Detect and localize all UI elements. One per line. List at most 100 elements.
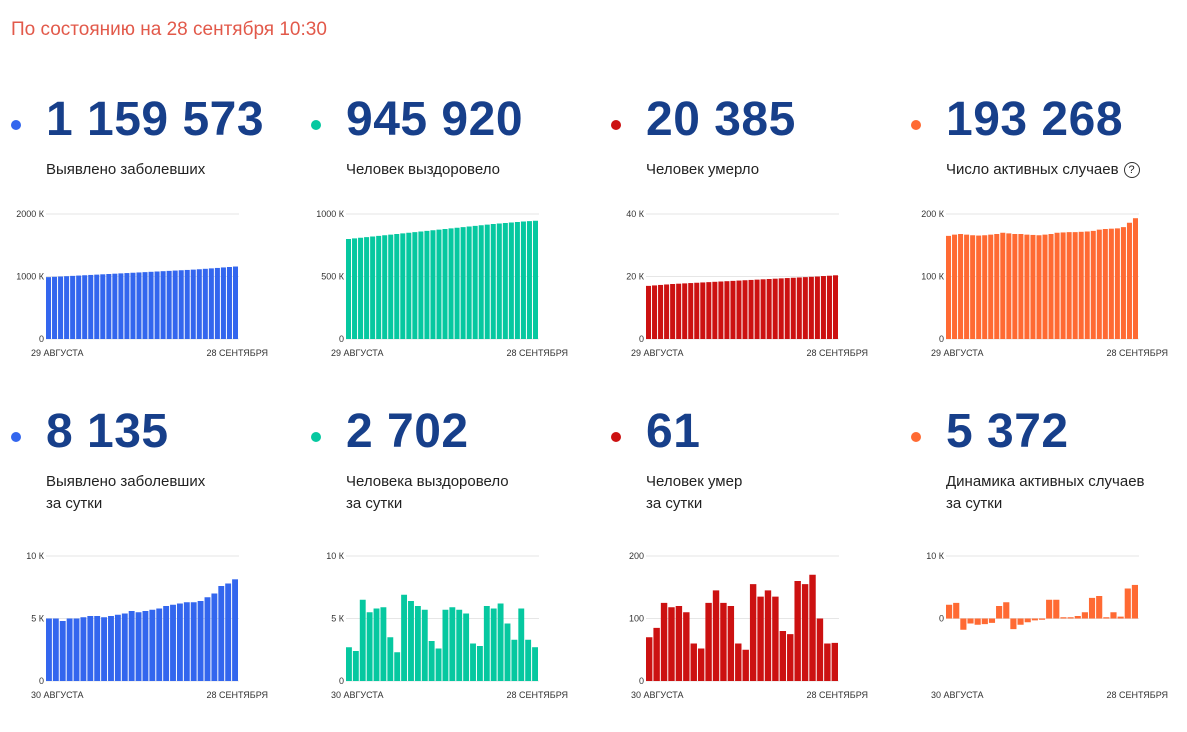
stat-label-line: Выявлено заболевших xyxy=(46,161,206,178)
bar xyxy=(960,618,967,630)
bar xyxy=(87,616,94,681)
bar xyxy=(124,273,130,339)
bar xyxy=(757,596,764,682)
bar xyxy=(831,642,838,682)
chart-deaths-daily: 0 100 200 30 АВГУСТА 28 СЕНТЯБРЯ xyxy=(629,551,868,700)
bar xyxy=(784,278,790,339)
bar xyxy=(476,646,483,681)
y-tick-label: 500 К xyxy=(321,272,345,282)
bar xyxy=(496,223,502,339)
y-tick-label: 200 К xyxy=(921,209,945,219)
x-start-label: 30 АВГУСТА xyxy=(331,690,384,700)
bar xyxy=(70,275,76,340)
legend-dot xyxy=(11,432,21,442)
bar xyxy=(156,608,163,681)
bar xyxy=(46,277,52,340)
stat-label-line: за сутки xyxy=(46,495,103,512)
bar xyxy=(1117,616,1124,619)
bar xyxy=(520,221,526,339)
y-tick-label: 10 К xyxy=(926,551,945,561)
bar xyxy=(154,271,160,339)
bar xyxy=(1103,617,1110,619)
bar xyxy=(197,601,204,681)
bar xyxy=(172,270,178,339)
bar xyxy=(1003,602,1010,619)
bar xyxy=(748,279,754,339)
bar xyxy=(1042,234,1048,340)
y-tick-label: 100 xyxy=(629,614,644,624)
bar xyxy=(652,285,658,339)
bar xyxy=(504,623,511,681)
y-tick-label: 10 К xyxy=(326,551,345,561)
x-start-label: 29 АВГУСТА xyxy=(631,348,684,358)
bar xyxy=(787,634,794,682)
bar xyxy=(472,225,478,340)
bar xyxy=(118,273,124,340)
bar xyxy=(824,643,831,681)
bar xyxy=(148,271,154,339)
bar xyxy=(794,581,801,681)
x-end-label: 28 СЕНТЯБРЯ xyxy=(1106,690,1168,700)
bar xyxy=(511,639,518,681)
bar xyxy=(490,608,497,681)
stat-label-line: Человека выздоровело xyxy=(346,473,509,490)
bar xyxy=(366,612,373,681)
bar xyxy=(430,230,436,339)
bar xyxy=(232,266,238,339)
bar xyxy=(832,275,838,339)
bar xyxy=(988,618,996,623)
bar xyxy=(754,279,760,340)
y-tick-label: 0 xyxy=(639,676,644,686)
bar xyxy=(196,269,202,339)
bar xyxy=(525,639,532,681)
bar xyxy=(388,234,394,340)
stat-value: 20 385 xyxy=(646,93,796,146)
question-icon[interactable]: ? xyxy=(1123,162,1140,178)
bar xyxy=(346,647,352,681)
bar xyxy=(214,267,220,339)
bar xyxy=(705,602,712,682)
bar xyxy=(1067,617,1074,619)
bar xyxy=(163,606,170,681)
bar xyxy=(359,599,366,681)
stat-card-active-daily: 5 372 Динамика активных случаев за сутки 0 1… xyxy=(911,402,1187,732)
y-tick-label: 0 xyxy=(639,334,644,344)
stat-card-deaths-total: 20 385 Человек умерло 0 20 К 40 К 29 АВГУСТА 2… xyxy=(611,90,911,420)
bar xyxy=(790,277,796,339)
bar xyxy=(946,235,952,340)
bar xyxy=(418,231,424,339)
bar xyxy=(814,276,820,339)
bar xyxy=(211,593,218,681)
stat-label-line: Выявлено заболевших xyxy=(46,473,206,490)
bar xyxy=(764,590,772,682)
bar xyxy=(136,272,142,339)
bar xyxy=(683,612,690,681)
bar xyxy=(1054,232,1060,339)
bar xyxy=(358,237,364,339)
bar xyxy=(964,234,970,340)
bar xyxy=(401,594,408,681)
bar xyxy=(1132,218,1138,339)
bar xyxy=(442,609,449,681)
bar xyxy=(952,234,958,340)
bar xyxy=(518,608,525,681)
bar xyxy=(1036,235,1042,339)
bar xyxy=(220,267,226,339)
bar xyxy=(742,280,748,339)
bar xyxy=(946,604,953,619)
chart-recovered-total: 0 500 К 1000 К 29 АВГУСТА 28 СЕНТЯБРЯ xyxy=(316,209,568,358)
bar xyxy=(436,229,442,340)
bar xyxy=(128,611,135,681)
y-tick-label: 2000 К xyxy=(16,209,45,219)
bar xyxy=(974,618,981,625)
x-end-label: 28 СЕНТЯБРЯ xyxy=(206,348,268,358)
bar xyxy=(766,279,772,339)
bar xyxy=(166,270,172,340)
y-tick-label: 0 xyxy=(939,614,944,624)
bar xyxy=(190,269,196,340)
bar xyxy=(497,603,504,681)
bar xyxy=(490,224,496,339)
y-tick-label: 10 К xyxy=(26,551,45,561)
bar xyxy=(394,234,400,339)
x-start-label: 30 АВГУСТА xyxy=(31,690,84,700)
